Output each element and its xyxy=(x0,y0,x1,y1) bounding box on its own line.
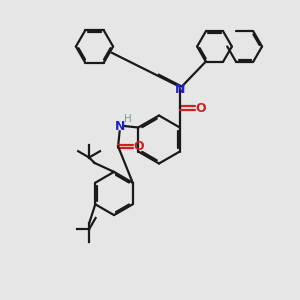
Text: O: O xyxy=(196,101,206,115)
Text: N: N xyxy=(114,119,125,133)
Text: H: H xyxy=(124,114,132,124)
Text: N: N xyxy=(175,83,185,96)
Text: O: O xyxy=(134,140,144,153)
